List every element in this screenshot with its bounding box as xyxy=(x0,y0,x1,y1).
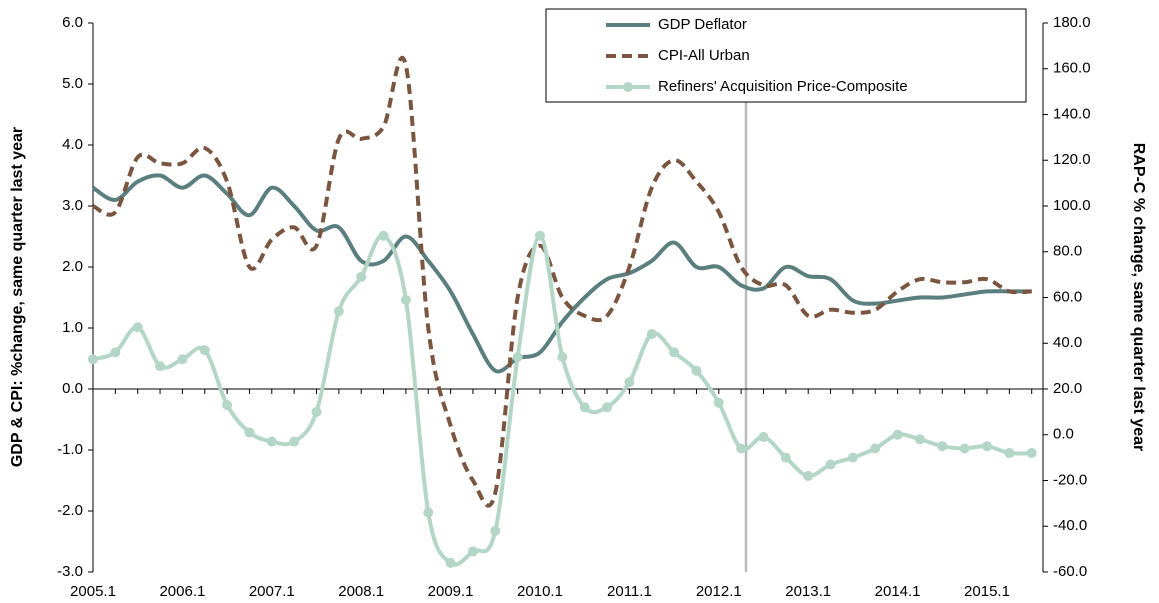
series-marker xyxy=(646,329,657,340)
series-marker xyxy=(959,443,970,454)
series-marker xyxy=(177,354,188,365)
series-marker xyxy=(847,452,858,463)
x-tick-label: 2015.1 xyxy=(964,583,1010,600)
y-axis-title: GDP & CPI: %change, same quarter last ye… xyxy=(9,127,26,467)
series-marker xyxy=(825,459,836,470)
series-marker xyxy=(311,406,322,417)
series-marker xyxy=(803,470,814,481)
x-tick-label: 2014.1 xyxy=(875,583,921,600)
series-marker xyxy=(423,507,434,518)
y2-tick-label: 40.0 xyxy=(1053,334,1082,351)
series-marker xyxy=(400,294,411,305)
y-tick-label: 6.0 xyxy=(62,14,83,31)
y-tick-label: -3.0 xyxy=(57,563,83,580)
series-marker xyxy=(937,441,948,452)
series-marker xyxy=(110,347,121,358)
x-tick-label: 2013.1 xyxy=(785,583,831,600)
y-tick-label: 4.0 xyxy=(62,136,83,153)
series-marker xyxy=(88,354,98,365)
y2-tick-label: 140.0 xyxy=(1053,105,1091,122)
series-marker xyxy=(579,402,590,413)
series-marker xyxy=(691,365,702,376)
x-tick-label: 2011.1 xyxy=(607,583,652,600)
series-marker xyxy=(602,402,613,413)
series-marker xyxy=(1026,448,1037,459)
x-tick-label: 2008.1 xyxy=(338,583,384,600)
series-marker xyxy=(155,361,166,372)
legend-marker xyxy=(623,82,633,92)
y2-tick-label: -20.0 xyxy=(1053,471,1087,488)
y2-tick-label: 60.0 xyxy=(1053,288,1082,305)
y2-tick-label: 80.0 xyxy=(1053,243,1082,260)
y-tick-label: -2.0 xyxy=(57,502,83,519)
legend-label: GDP Deflator xyxy=(658,16,747,33)
y-tick-label: 0.0 xyxy=(62,380,83,397)
series-marker xyxy=(914,434,925,445)
x-tick-label: 2006.1 xyxy=(159,583,205,600)
series-marker xyxy=(132,322,143,333)
series-marker xyxy=(624,377,635,388)
series-marker xyxy=(870,443,881,454)
x-tick-label: 2007.1 xyxy=(249,583,295,600)
y-tick-label: -1.0 xyxy=(57,441,83,458)
y-tick-label: 3.0 xyxy=(62,197,83,214)
series-marker xyxy=(669,347,680,358)
series-marker xyxy=(445,557,456,568)
series-marker xyxy=(378,230,389,241)
y-tick-label: 2.0 xyxy=(62,258,83,275)
series-marker xyxy=(467,546,478,557)
x-tick-label: 2012.1 xyxy=(696,583,742,600)
series-marker xyxy=(266,436,277,447)
x-tick-label: 2005.1 xyxy=(70,583,116,600)
y-tick-label: 1.0 xyxy=(62,319,83,336)
y2-tick-label: 0.0 xyxy=(1053,426,1074,443)
y2-tick-label: -40.0 xyxy=(1053,517,1087,534)
series-marker xyxy=(713,397,724,408)
y2-tick-label: 120.0 xyxy=(1053,151,1091,168)
series-marker xyxy=(222,400,233,411)
y2-tick-label: 160.0 xyxy=(1053,60,1091,77)
series-marker xyxy=(289,436,300,447)
y2-tick-label: 100.0 xyxy=(1053,197,1091,214)
series-marker xyxy=(244,427,255,438)
series-line xyxy=(92,233,1032,567)
series-line xyxy=(91,173,1032,374)
series-marker xyxy=(736,443,747,454)
series-marker xyxy=(982,441,992,452)
series-marker xyxy=(780,452,791,463)
series-marker xyxy=(356,271,367,282)
x-tick-label: 2010.1 xyxy=(517,583,563,600)
y2-tick-label: 180.0 xyxy=(1053,14,1091,31)
legend-label: CPI-All Urban xyxy=(658,47,750,64)
y2-axis-title: RAP-C % change, same quarter last year xyxy=(1130,143,1147,452)
y2-tick-label: 20.0 xyxy=(1053,380,1082,397)
series-marker xyxy=(758,432,769,443)
series-marker xyxy=(490,525,501,536)
y2-tick-label: -60.0 xyxy=(1053,563,1087,580)
series-marker xyxy=(892,429,903,440)
y-tick-label: 5.0 xyxy=(62,75,83,92)
series-marker xyxy=(512,351,523,362)
series-marker xyxy=(1004,448,1015,459)
series-marker xyxy=(557,351,568,362)
series-marker xyxy=(333,306,344,317)
series-marker xyxy=(199,345,210,356)
x-tick-label: 2009.1 xyxy=(428,583,474,600)
legend-label: Refiners' Acquisition Price-Composite xyxy=(658,78,908,95)
series-marker xyxy=(535,230,545,241)
